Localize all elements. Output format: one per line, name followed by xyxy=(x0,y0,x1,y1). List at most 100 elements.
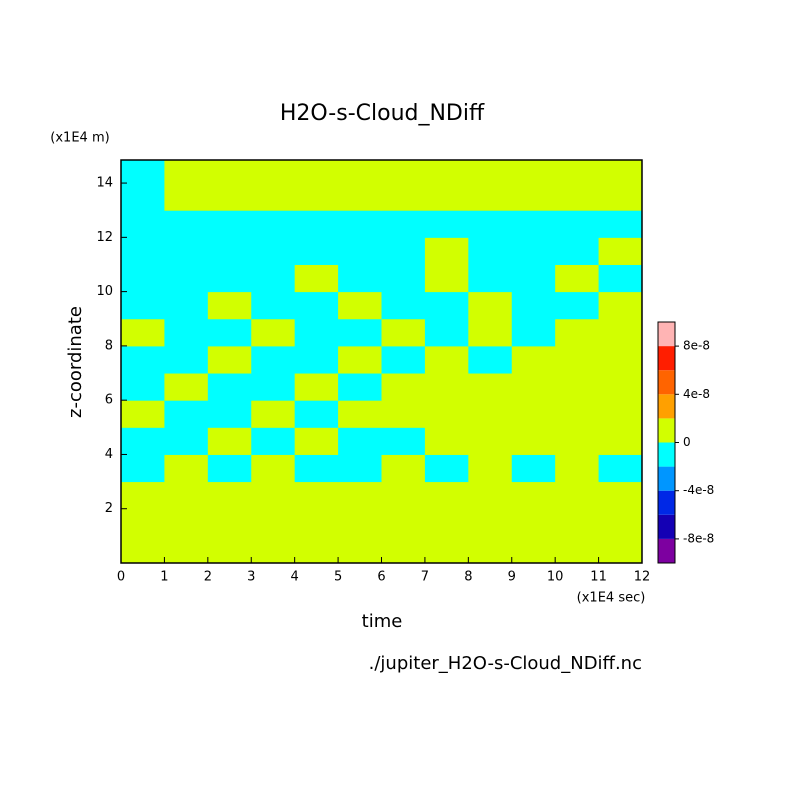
cell xyxy=(164,508,209,537)
y-axis-label: z-coordinate xyxy=(65,306,86,418)
cell xyxy=(468,535,513,564)
colorbar-tick-label: 8e-8 xyxy=(683,339,710,353)
cell xyxy=(468,345,513,374)
cell xyxy=(251,535,296,564)
colorbar-tick-label: -4e-8 xyxy=(683,483,714,497)
cell xyxy=(121,318,165,347)
cell xyxy=(207,508,252,537)
cell xyxy=(381,291,426,320)
cell xyxy=(381,535,426,564)
cell xyxy=(251,291,296,320)
cell xyxy=(424,318,469,347)
cell xyxy=(511,210,556,238)
cell xyxy=(555,454,600,483)
cell xyxy=(338,427,382,455)
x-tick-label: 6 xyxy=(377,570,385,585)
cell xyxy=(251,454,296,483)
x-tick-label: 10 xyxy=(547,570,564,585)
cell xyxy=(121,160,165,184)
cell xyxy=(555,427,600,455)
cell xyxy=(511,345,556,374)
cell xyxy=(511,291,556,320)
cell xyxy=(381,160,426,184)
y-tick-label: 4 xyxy=(105,447,113,462)
cell xyxy=(164,160,209,184)
cell xyxy=(164,291,209,320)
cell xyxy=(251,183,296,211)
cell xyxy=(164,264,209,293)
cell xyxy=(381,345,426,374)
cell xyxy=(555,291,600,320)
cell xyxy=(424,345,469,374)
cell xyxy=(468,183,513,211)
colorbar-segment xyxy=(658,490,675,515)
cell xyxy=(338,210,382,238)
cell xyxy=(338,237,382,265)
cell xyxy=(555,345,600,374)
cell xyxy=(381,481,426,510)
cell xyxy=(251,318,296,347)
cell xyxy=(381,454,426,483)
y-tick-label: 2 xyxy=(105,501,113,516)
cell xyxy=(468,210,513,238)
cell xyxy=(164,400,209,428)
cell xyxy=(121,481,165,510)
cell xyxy=(598,318,643,347)
cell xyxy=(207,237,252,265)
cell xyxy=(294,508,339,537)
cell xyxy=(468,400,513,428)
cell xyxy=(555,160,600,184)
cell xyxy=(294,373,339,401)
cell xyxy=(555,318,600,347)
cell xyxy=(207,427,252,455)
cell xyxy=(511,454,556,483)
cell xyxy=(207,345,252,374)
cell xyxy=(338,400,382,428)
cell xyxy=(294,291,339,320)
cell xyxy=(164,481,209,510)
cell xyxy=(121,183,165,211)
cell xyxy=(207,318,252,347)
cell xyxy=(121,427,165,455)
cell xyxy=(251,264,296,293)
cell xyxy=(468,508,513,537)
cell xyxy=(164,427,209,455)
y-tick-label: 12 xyxy=(96,230,113,245)
footnote: ./jupiter_H2O-s-Cloud_NDiff.nc xyxy=(369,653,642,674)
cell xyxy=(121,508,165,537)
cell xyxy=(468,291,513,320)
cell xyxy=(164,454,209,483)
cell xyxy=(381,183,426,211)
cell xyxy=(251,210,296,238)
x-tick-label: 12 xyxy=(634,570,651,585)
cell xyxy=(294,210,339,238)
cell xyxy=(294,318,339,347)
cell xyxy=(555,508,600,537)
cell xyxy=(164,535,209,564)
colorbar-tick-label: 4e-8 xyxy=(683,387,710,401)
cell xyxy=(251,481,296,510)
cell xyxy=(424,508,469,537)
cell xyxy=(598,481,643,510)
colorbar-tick-label: -8e-8 xyxy=(683,531,714,545)
cell xyxy=(207,210,252,238)
x-tick-label: 2 xyxy=(204,570,212,585)
colorbar-segment xyxy=(658,466,675,491)
colorbar-tick-label: 0 xyxy=(683,435,691,449)
cell xyxy=(424,160,469,184)
cell xyxy=(598,160,643,184)
cell xyxy=(424,373,469,401)
y-tick-label: 10 xyxy=(96,284,113,299)
colorbar-segment xyxy=(658,538,675,563)
cell xyxy=(468,237,513,265)
x-tick-label: 11 xyxy=(590,570,607,585)
cell xyxy=(381,427,426,455)
cell xyxy=(121,210,165,238)
cell xyxy=(424,210,469,238)
cell xyxy=(338,291,382,320)
cell xyxy=(511,237,556,265)
x-tick-label: 3 xyxy=(247,570,255,585)
cell xyxy=(251,345,296,374)
cell xyxy=(338,318,382,347)
